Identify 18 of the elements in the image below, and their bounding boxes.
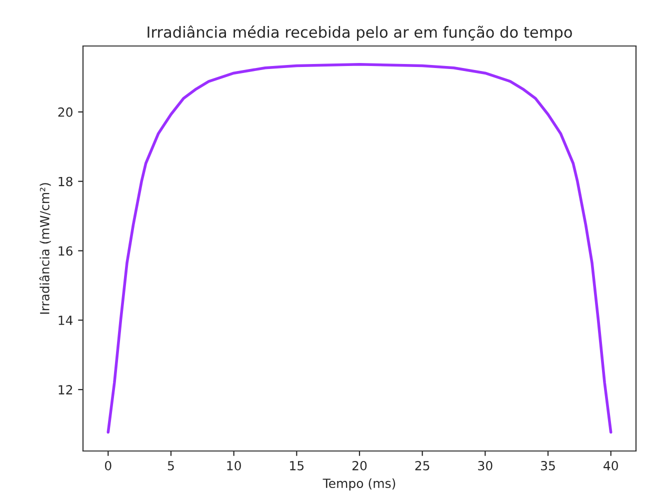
x-tick-label: 0 (104, 460, 112, 470)
x-tick-label: 10 (227, 460, 241, 470)
y-tick-label: 16 (58, 246, 72, 256)
chart-title: Irradiância média recebida pelo ar em função do tempo (148, 25, 572, 41)
x-tick-label: 30 (478, 460, 492, 470)
x-tick-label: 5 (168, 461, 174, 470)
x-tick-label: 15 (290, 461, 304, 470)
y-tick-label: 20 (58, 107, 72, 117)
x-tick-label: 20 (352, 460, 367, 470)
line-series (106, 63, 612, 434)
x-tick-label: 40 (604, 460, 618, 470)
y-tick-label: 18 (58, 176, 72, 186)
x-tick-label: 35 (541, 460, 555, 470)
y-tick-label: 12 (58, 385, 72, 394)
x-tick-label: 25 (415, 460, 430, 470)
y-axis-title: Irradiância (mW/cm²) (39, 183, 51, 314)
x-axis-title: Tempo (ms) (322, 478, 396, 490)
y-tick-label: 14 (58, 316, 73, 325)
